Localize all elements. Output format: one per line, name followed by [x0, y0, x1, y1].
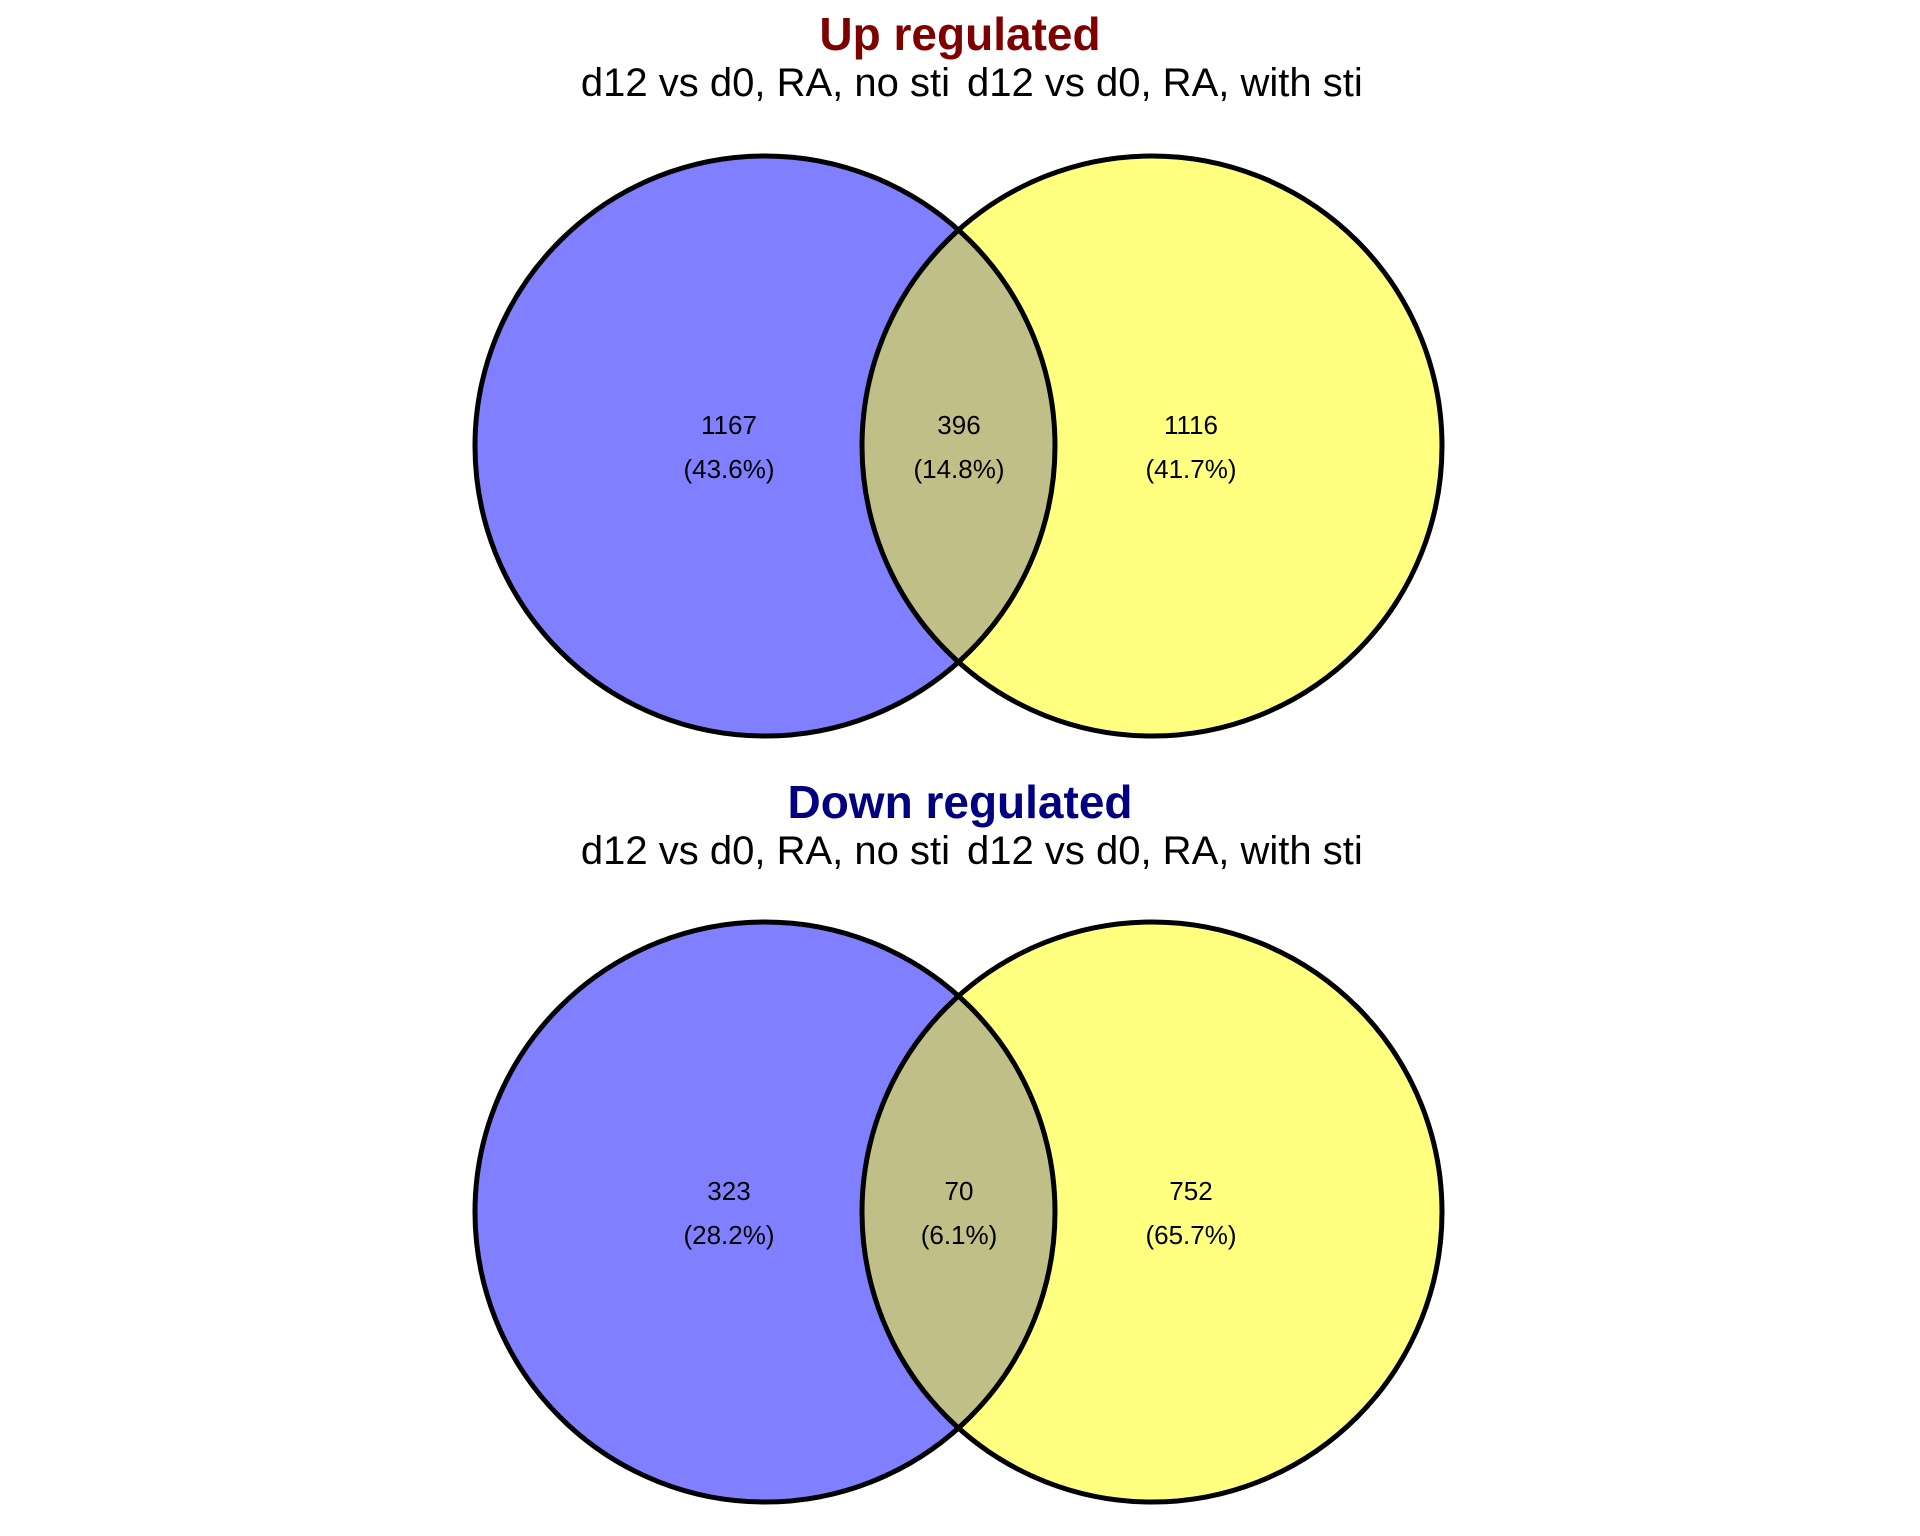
set-label-left: d12 vs d0, RA, no sti — [581, 829, 950, 873]
set-label-right: d12 vs d0, RA, with sti — [967, 61, 1363, 105]
set-label-right: d12 vs d0, RA, with sti — [967, 829, 1363, 873]
venn-title: Up regulated — [819, 8, 1100, 60]
region-count-only-left: 323 — [707, 1176, 750, 1206]
set-outline-left — [472, 153, 1058, 739]
region-percent-only-left: (28.2%) — [683, 1220, 774, 1250]
venn-title: Down regulated — [787, 776, 1132, 828]
set-outline-right — [859, 153, 1445, 739]
region-count-only-left: 1167 — [701, 410, 757, 440]
set-outline-left — [472, 919, 1058, 1505]
region-percent-only-left: (43.6%) — [683, 454, 774, 484]
region-count-only-right: 752 — [1169, 1176, 1212, 1206]
region-percent-overlap: (14.8%) — [913, 454, 1004, 484]
set-outline-right — [859, 919, 1445, 1505]
overlap-region — [862, 922, 1055, 1502]
region-count-only-right: 1116 — [1164, 410, 1218, 440]
region-count-overlap: 70 — [945, 1176, 974, 1206]
region-percent-only-right: (65.7%) — [1145, 1220, 1236, 1250]
region-count-overlap: 396 — [937, 410, 980, 440]
region-percent-only-right: (41.7%) — [1145, 454, 1236, 484]
overlap-region — [862, 156, 1055, 736]
region-percent-overlap: (6.1%) — [921, 1220, 998, 1250]
set-label-left: d12 vs d0, RA, no sti — [581, 61, 950, 105]
